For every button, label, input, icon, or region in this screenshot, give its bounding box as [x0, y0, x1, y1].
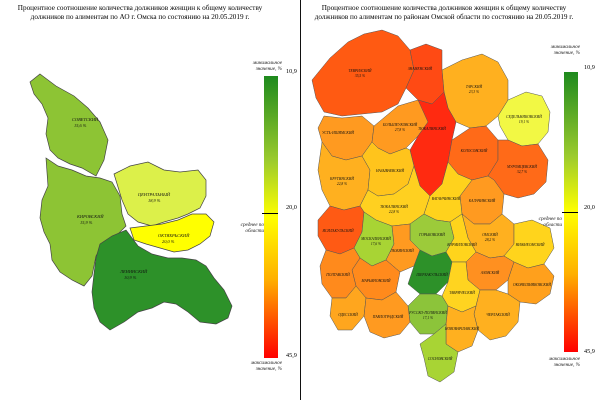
legend-color-bar [264, 76, 278, 358]
map-title: Процентное соотношение количества должни… [314, 4, 574, 21]
district-label: ИСИЛЬКУЛЬСКИЙ [321, 227, 354, 233]
district-value: 27,8 % [395, 128, 405, 133]
district-value: 22,8 % [337, 182, 347, 187]
legend-min-label: минимальное значение, % [252, 60, 282, 72]
district-label: ТЕВРИЗСКИЙ [349, 67, 372, 73]
map-title: Процентное соотношение количества должни… [17, 4, 263, 21]
district-label: ТЮКАЛИНСКИЙ [418, 125, 446, 131]
district-label: ОКОНЕШНИКОВСКИЙ [513, 281, 551, 287]
district-label: ПАВЛОГРАДСКИЙ [372, 313, 404, 319]
district-label: ВАГАНЧИНСКИЙ [432, 195, 461, 201]
district-label: НОВОВАРШАВСКИЙ [444, 325, 480, 331]
district-value: 17,6 % [371, 242, 381, 247]
district-label: КРУТИНСКИЙ [329, 175, 354, 181]
legend-average-tick [562, 212, 578, 213]
legend-min-value: 10,9 [584, 64, 595, 71]
legend-max-label: максимальное значение, % [250, 360, 282, 372]
district-label: СЕДЕЛЬНИКОВСКИЙ [506, 113, 542, 119]
district-label: АЗОВСКИЙ [480, 269, 500, 275]
district-value: 17,1 % [423, 316, 433, 321]
district-label: ОДЕССКИЙ [338, 311, 358, 317]
district-kirovsky[interactable] [39, 157, 127, 287]
district-label: ШЕРБАКУЛЬСКИЙ [415, 271, 448, 277]
district-value: 32,7 % [517, 170, 527, 175]
district-value: 35,5 % [355, 74, 365, 79]
panel-divider [299, 0, 301, 400]
district-label: НАЗЫВАЕВСКИЙ [375, 167, 405, 173]
omsk-city-map-panel: Процентное соотношение количества должни… [17, 4, 297, 372]
district-centralny[interactable] [113, 161, 207, 227]
district-sovetsky[interactable] [29, 73, 109, 177]
legend-min-label: минимальное значение, % [550, 44, 580, 56]
legend-min-value: 10,9 [286, 68, 297, 75]
district-label: ЧЕРЛАКСКИЙ [486, 311, 510, 317]
district-label: ЗНАМЕНСКИЙ [408, 65, 433, 71]
district-value-centralny: 18,9 % [148, 198, 161, 204]
legend-avg-value: 20,0 [286, 204, 297, 211]
district-value: 28,2 % [485, 238, 495, 243]
district-sosnovsky[interactable] [419, 323, 459, 383]
district-label: РУССКО-ПОЛЯНСКИЙ [408, 309, 447, 315]
district-label: МОСКАЛЕНСКИЙ [360, 235, 391, 241]
district-value: 22,8 % [389, 210, 399, 215]
district-label: ГОРЬКОВСКИЙ [418, 231, 445, 237]
district-value-sovetsky: 15,6 % [74, 123, 87, 129]
district-value-leninsky: 10,9 % [124, 275, 137, 281]
district-value-kirovsky: 15,9 % [80, 220, 93, 226]
district-label: ТЮКАЛИНСКИЙ [380, 203, 408, 209]
district-value: 19,1 % [519, 120, 529, 125]
district-pavlogradsky[interactable] [363, 291, 411, 339]
district-okoneshnikovsky[interactable] [507, 261, 555, 305]
district-label-sovetsky: СОВЕТСКИЙ [72, 116, 99, 122]
district-label: ТАВРИЧЕСКИЙ [449, 289, 475, 295]
district-label-oktyabrsky: ОКТЯБРЬСКИЙ [158, 232, 190, 238]
legend-avg-label: среднее по области [538, 216, 562, 228]
legend-max-label: максимальное значение, % [548, 356, 580, 368]
legend-avg-label: среднее по области [240, 222, 264, 234]
district-label: МАРЬЯНОВСКИЙ [360, 277, 390, 283]
district-label: ТАРСКИЙ [466, 83, 483, 89]
district-label: ПОЛТАВСКИЙ [325, 271, 350, 277]
district-leninsky[interactable] [91, 229, 233, 331]
omsk-region-map-panel: Процентное соотношение количества должни… [302, 0, 599, 400]
district-value: 23,3 % [469, 90, 479, 95]
district-value-oktyabrsky: 20,0 % [162, 239, 175, 245]
district-label: КАЛАЧИНСКИЙ [468, 197, 496, 203]
legend-max-value: 45,9 [286, 352, 297, 359]
district-label: СОСНОВСКИЙ [428, 355, 453, 361]
district-label: ОМСКИЙ [482, 231, 498, 237]
district-label: ЛЮБИНСКИЙ [389, 247, 414, 253]
district-label: КОРМИЛОВСКИЙ [446, 241, 477, 247]
district-tevrizsky[interactable] [311, 29, 415, 117]
district-label: НИЖНЕОМСКИЙ [515, 241, 545, 247]
district-label: УСТЬ-ИШИМСКИЙ [322, 129, 354, 135]
district-label: КОЛОСОВСКИЙ [460, 147, 488, 153]
legend-average-tick [262, 213, 278, 214]
legend-max-value: 45,9 [584, 348, 595, 355]
omsk-city-map: СОВЕТСКИЙ 15,6 % КИРОВСКИЙ 15,9 % ЦЕНТРА… [29, 73, 233, 331]
district-label: БОЛЬШЕУКОВСКИЙ [382, 121, 418, 127]
district-label-kirovsky: КИРОВСКИЙ [76, 213, 104, 219]
legend-avg-value: 20,0 [584, 204, 595, 211]
district-label: МУРОМЦЕВСКИЙ [506, 163, 537, 169]
district-oktyabrsky[interactable] [129, 213, 215, 253]
district-label-centralny: ЦЕНТРАЛЬНЫЙ [137, 191, 171, 197]
district-label-leninsky: ЛЕНИНСКИЙ [119, 268, 148, 274]
